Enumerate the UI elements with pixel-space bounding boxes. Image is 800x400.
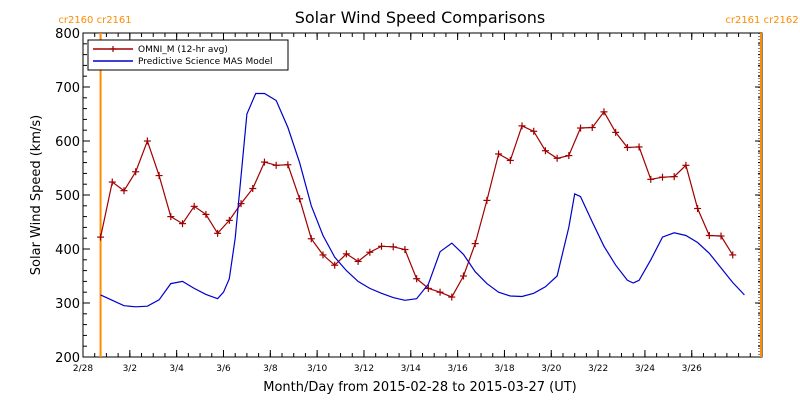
series-line-omni [100, 110, 734, 298]
carrington-marker-label: cr2161 cr2162 [725, 15, 798, 26]
series-point [108, 178, 116, 186]
series-point [577, 124, 585, 132]
x-tick-label: 3/6 [216, 364, 231, 374]
series-point [120, 187, 128, 195]
series-point [284, 161, 292, 169]
x-tick-label: 3/14 [401, 364, 421, 374]
x-tick-label: 3/26 [682, 364, 702, 374]
series-point [600, 108, 608, 116]
legend-label: OMNI_M (12-hr avg) [138, 45, 228, 55]
y-tick-label: 700 [55, 81, 80, 96]
series-point [366, 248, 374, 256]
series-point [623, 143, 631, 151]
y-tick-label: 500 [55, 189, 80, 204]
plot-frame [82, 32, 763, 358]
series-line-mas-model [100, 92, 745, 308]
series-point [190, 202, 198, 210]
series-point [448, 293, 456, 301]
series-point [331, 261, 339, 269]
series-point [143, 137, 151, 145]
x-axis-title: Month/Day from 2015-02-28 to 2015-03-27 … [263, 380, 576, 395]
carrington-markers: cr2160 cr2161 cr2161 cr2162 [58, 15, 799, 357]
x-tick-label: 3/16 [448, 364, 468, 374]
series-point [670, 173, 678, 181]
series-point [132, 168, 140, 176]
series-point [354, 257, 362, 265]
chart-title: Solar Wind Speed Comparisons [295, 8, 546, 27]
x-tick-label: 2/28 [73, 364, 93, 374]
series-point [413, 275, 421, 283]
series-point [389, 243, 397, 251]
series-point [553, 154, 561, 162]
axes: 200 300 400 500 600 700 800 2/28 3/2 3/4 3/6 3/8 3/1… [55, 27, 763, 374]
series-layer [97, 92, 745, 308]
series-point [296, 195, 304, 203]
series-point [436, 288, 444, 296]
x-tick-label: 3/22 [588, 364, 608, 374]
x-tick-label: 3/8 [263, 364, 278, 374]
x-tick-label: 3/12 [354, 364, 374, 374]
series-point [155, 172, 163, 180]
series-point [342, 250, 350, 258]
series-point [682, 161, 690, 169]
series-point [272, 161, 280, 169]
x-tick-label: 3/2 [123, 364, 137, 374]
series-point [459, 272, 467, 280]
y-tick-label: 200 [55, 351, 80, 366]
series-point [401, 246, 409, 254]
series-point [647, 175, 655, 183]
series-point [717, 232, 725, 240]
x-tick-label: 3/18 [494, 364, 514, 374]
series-point [483, 196, 491, 204]
series-point [506, 156, 514, 164]
series-point [565, 152, 573, 160]
series-point [612, 128, 620, 136]
series-point [424, 284, 432, 292]
y-tick-label: 400 [55, 243, 80, 258]
series-point [97, 233, 105, 241]
y-tick-label: 800 [55, 27, 80, 42]
series-point [635, 143, 643, 151]
legend-box [87, 39, 289, 71]
series-point [658, 173, 666, 181]
series-point [541, 147, 549, 155]
series-point [588, 124, 596, 131]
series-point [249, 185, 257, 193]
series-point [307, 235, 315, 243]
series-point [179, 220, 187, 228]
x-tick-label: 3/10 [307, 364, 327, 374]
series-point [260, 158, 268, 166]
series-point [319, 251, 327, 259]
series-point [167, 213, 175, 221]
series-point [214, 229, 222, 237]
x-tick-label: 3/24 [635, 364, 655, 374]
series-point [471, 240, 479, 248]
series-point [729, 251, 737, 259]
series-point [495, 150, 503, 158]
y-tick-label: 300 [55, 297, 80, 312]
legend: OMNI_M (12-hr avg) Predictive Science MAS… [87, 39, 289, 71]
series-point [202, 210, 210, 218]
series-point [225, 216, 233, 224]
series-point [518, 122, 526, 130]
legend-label: Predictive Science MAS Model [138, 57, 273, 67]
y-tick-label: 600 [55, 135, 80, 150]
series-point [530, 127, 538, 135]
series-point [378, 242, 386, 250]
x-tick-label: 3/4 [169, 364, 184, 374]
series-point [694, 205, 702, 212]
carrington-marker-label: cr2160 cr2161 [58, 15, 131, 26]
series-point [705, 232, 713, 239]
y-axis-title: Solar Wind Speed (km/s) [29, 115, 44, 275]
x-tick-label: 3/20 [541, 364, 561, 374]
